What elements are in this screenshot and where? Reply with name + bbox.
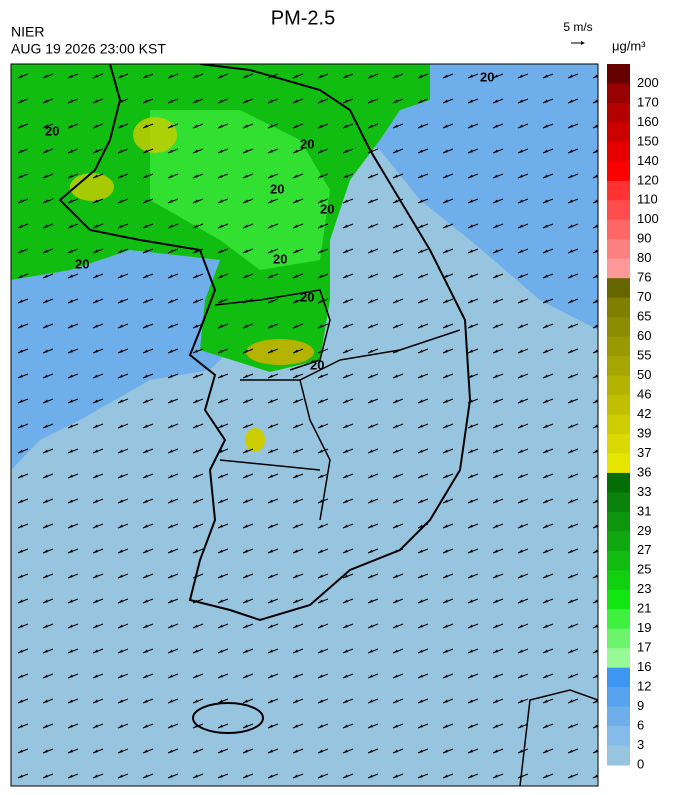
contour-label: 20	[480, 69, 494, 84]
colorbar-label: 39	[637, 425, 651, 440]
colorbar-label: 27	[637, 542, 651, 557]
colorbar-band	[607, 356, 630, 377]
colorbar-label: 3	[637, 737, 644, 752]
contour-label: 20	[45, 123, 59, 138]
colorbar-band	[607, 200, 630, 221]
colorbar-label: 80	[637, 250, 651, 265]
map-frame	[10, 63, 599, 787]
colorbar-label: 70	[637, 289, 651, 304]
colorbar-band	[607, 472, 630, 493]
colorbar-band	[607, 83, 630, 104]
colorbar-band	[607, 609, 630, 630]
colorbar-band	[607, 570, 630, 591]
colorbar-band	[607, 64, 630, 84]
colorbar-label: 150	[637, 133, 659, 148]
colorbar-band	[607, 414, 630, 435]
colorbar-label: 9	[637, 698, 644, 713]
colorbar-label: 21	[637, 601, 651, 616]
colorbar-band	[607, 687, 630, 708]
colorbar-band	[607, 258, 630, 279]
colorbar-label: 6	[637, 717, 644, 732]
colorbar-band	[607, 219, 630, 240]
colorbar-label: 19	[637, 620, 651, 635]
colorbar-label: 60	[637, 328, 651, 343]
colorbar-label: 36	[637, 464, 651, 479]
colorbar-label: 23	[637, 581, 651, 596]
colorbar-band	[607, 122, 630, 143]
colorbar-label: 17	[637, 640, 651, 655]
colorbar-band	[607, 141, 630, 162]
colorbar-band	[607, 375, 630, 396]
agency: NIER	[11, 24, 44, 40]
contour-label: 20	[300, 136, 314, 151]
contour-labels: 20 20 20 20 20 20 20 20 20	[45, 69, 494, 372]
colorbar-label: 16	[637, 659, 651, 674]
colorbar-band	[607, 453, 630, 474]
colorbar-label: 120	[637, 172, 659, 187]
colorbar-label: 0	[637, 756, 644, 771]
colorbar-band	[607, 297, 630, 318]
colorbar-unit: μg/m³	[612, 38, 646, 53]
colorbar-label: 12	[637, 679, 651, 694]
colorbar-band	[607, 706, 630, 727]
colorbar-label: 29	[637, 523, 651, 538]
colorbar-band	[607, 667, 630, 688]
map: 20 20 20 20 20 20 20 20 20	[11, 64, 598, 786]
contour-label: 20	[75, 256, 89, 271]
colorbar-label: 170	[637, 94, 659, 109]
colorbar-band	[607, 492, 630, 513]
colorbar-band	[607, 745, 630, 766]
wind-scale-label: 5 m/s	[563, 20, 592, 34]
colorbar-band	[607, 161, 630, 182]
colorbar-label: 31	[637, 503, 651, 518]
wind-field	[11, 64, 598, 786]
colorbar-label: 25	[637, 562, 651, 577]
colorbar-band	[607, 317, 630, 338]
colorbar-label: 46	[637, 386, 651, 401]
colorbar-label: 110	[637, 192, 658, 207]
title: PM-2.5	[271, 7, 335, 29]
colorbar-label: 37	[637, 445, 651, 460]
colorbar-band	[607, 102, 630, 123]
colorbar-label: 160	[637, 114, 659, 129]
colorbar-band	[607, 336, 630, 357]
timestamp: AUG 19 2026 23:00 KST	[11, 41, 166, 57]
colorbar-band	[607, 531, 630, 552]
colorbar: 2001701601501401201101009080767065605550…	[607, 64, 659, 771]
colorbar-band	[607, 511, 630, 532]
colorbar-band	[607, 180, 630, 201]
contour-label: 20	[273, 251, 287, 266]
colorbar-label: 140	[637, 153, 659, 168]
colorbar-band	[607, 648, 630, 669]
contour-label: 20	[270, 181, 284, 196]
contour-label: 20	[310, 357, 324, 372]
colorbar-label: 65	[637, 309, 651, 324]
colorbar-label: 100	[637, 211, 659, 226]
colorbar-band	[607, 589, 630, 610]
colorbar-band	[607, 395, 630, 415]
colorbar-label: 76	[637, 270, 651, 285]
colorbar-label: 50	[637, 367, 651, 382]
colorbar-band	[607, 433, 630, 454]
colorbar-band	[607, 628, 630, 649]
colorbar-label: 55	[637, 348, 651, 363]
colorbar-band	[607, 726, 630, 747]
colorbar-band	[607, 278, 630, 299]
colorbar-band	[607, 239, 630, 260]
contour-label: 20	[320, 201, 334, 216]
colorbar-label: 33	[637, 484, 651, 499]
wind-scale-arrow	[571, 41, 585, 45]
colorbar-band	[607, 550, 630, 571]
colorbar-label: 90	[637, 231, 651, 246]
colorbar-label: 42	[637, 406, 651, 421]
colorbar-label: 200	[637, 75, 659, 90]
contour-label: 20	[300, 289, 314, 304]
